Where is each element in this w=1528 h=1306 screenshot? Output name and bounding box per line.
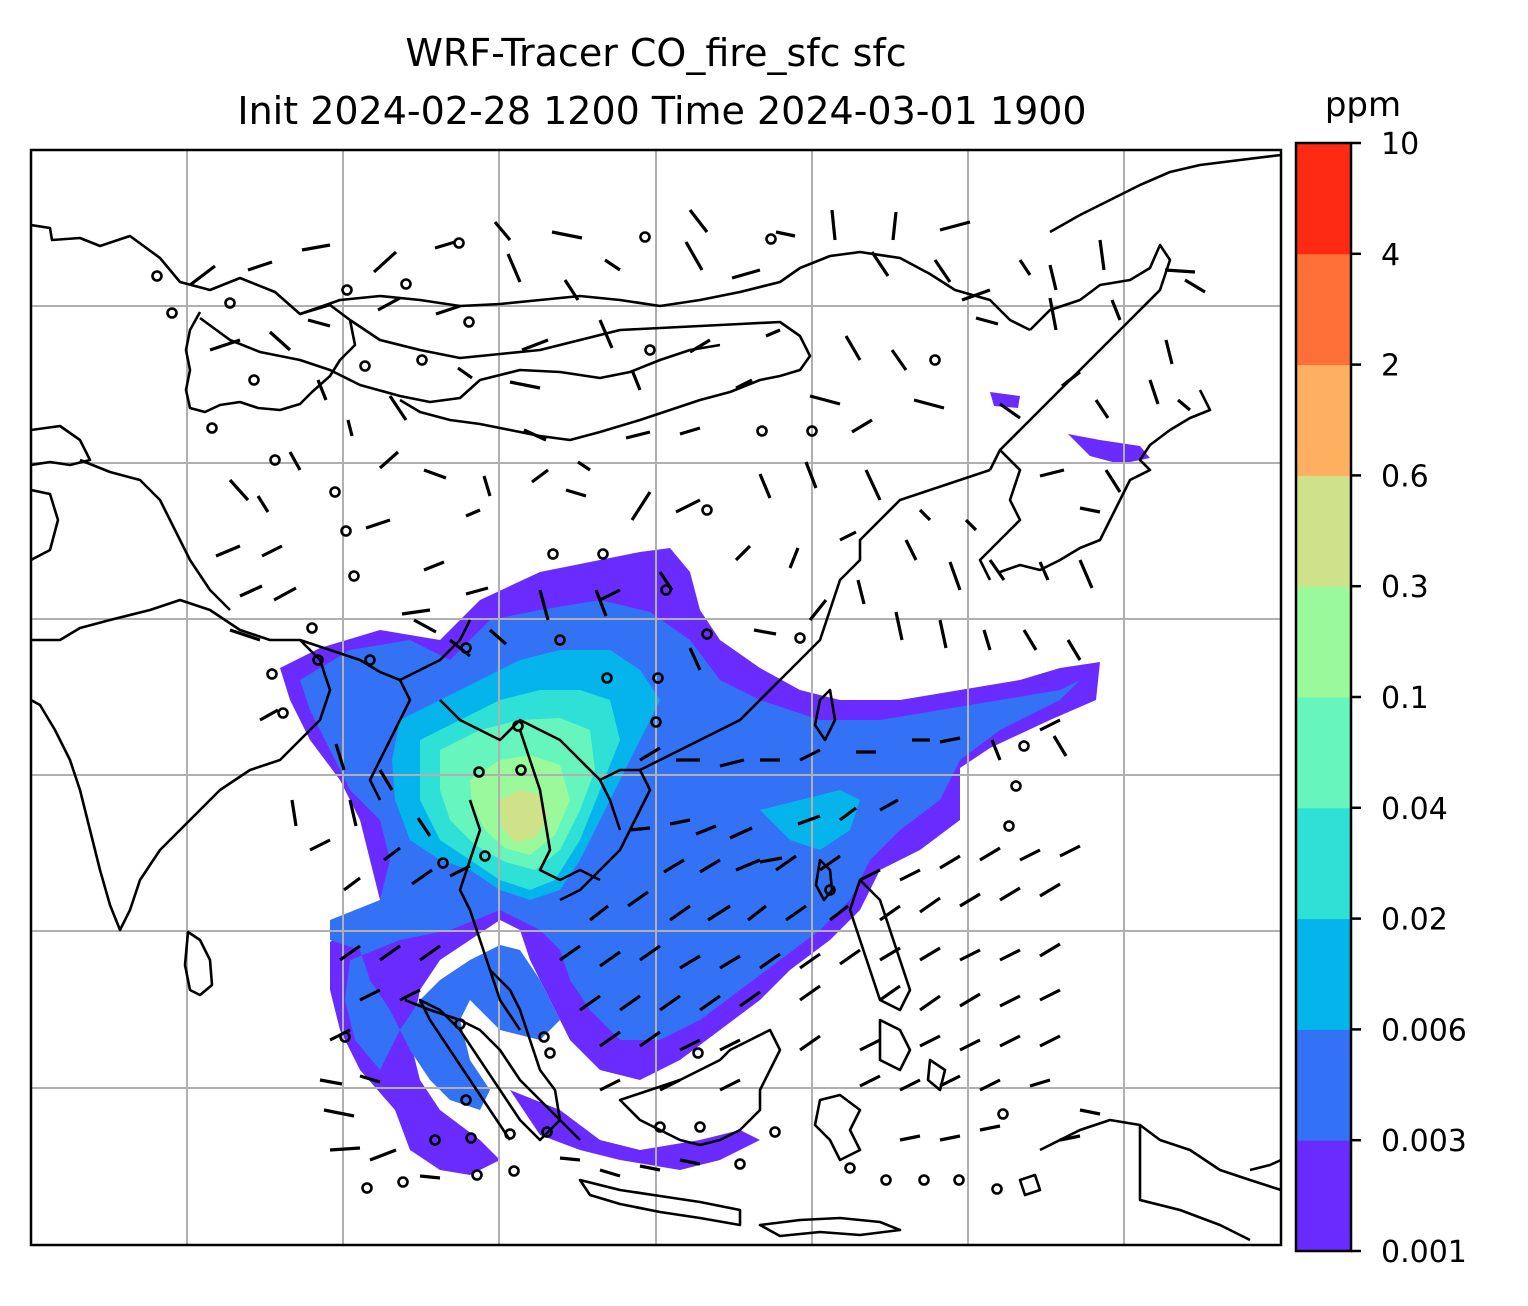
colorbar: ppm 0.001 0.003 0.006 0.02 0.04 0.1 0.3 0.6 2 4 10: [1294, 85, 1467, 1270]
colorbar-swatch: [1296, 807, 1351, 920]
colorbar-swatch: [1296, 1029, 1351, 1141]
colorbar-tick-label: 0.3: [1381, 570, 1429, 605]
colorbar-unit: ppm: [1325, 85, 1401, 125]
colorbar-tick-label: 4: [1381, 238, 1400, 273]
colorbar-tick-label: 0.6: [1381, 459, 1429, 494]
map-title-line-1: WRF-Tracer CO_fire_sfc sfc: [405, 31, 906, 75]
colorbar-swatch: [1296, 1140, 1351, 1252]
colorbar-tick-label: 0.04: [1381, 792, 1448, 827]
colorbar-labels: 0.001 0.003 0.006 0.02 0.04 0.1 0.3 0.6 2 4 10: [1381, 127, 1467, 1270]
colorbar-swatches: [1296, 143, 1351, 1252]
plume-level-03: [500, 790, 548, 842]
colorbar-tick-label: 0.001: [1381, 1235, 1467, 1270]
map-panel: [29, 148, 1283, 1247]
colorbar-tick-label: 0.02: [1381, 903, 1448, 938]
colorbar-tick-label: 0.1: [1381, 681, 1429, 716]
calm-wind-markers: [151, 231, 1030, 1195]
colorbar-tick-label: 0.006: [1381, 1013, 1467, 1048]
plume-level-0001-east: [1068, 434, 1150, 464]
colorbar-tick-label: 2: [1381, 349, 1400, 384]
colorbar-swatch: [1296, 697, 1351, 809]
colorbar-ticks: [1351, 141, 1361, 1253]
colorbar-swatch: [1296, 143, 1351, 255]
colorbar-tick-label: 10: [1381, 127, 1419, 162]
map-title-line-2: Init 2024-02-28 1200 Time 2024-03-01 190…: [237, 89, 1086, 133]
colorbar-swatch: [1296, 364, 1351, 476]
coastlines: [31, 153, 1281, 1242]
plume-level-0001-sumatra: [510, 1090, 760, 1170]
wind-barbs: [189, 209, 1206, 1180]
map-frame: [29, 148, 1283, 1247]
co-concentration-plume: [280, 392, 1150, 1175]
plume-level-0001-north: [990, 392, 1020, 408]
colorbar-swatch: [1296, 918, 1351, 1030]
colorbar-tick-label: 0.003: [1381, 1124, 1467, 1159]
colorbar-swatch: [1296, 253, 1351, 366]
colorbar-swatch: [1296, 475, 1351, 587]
colorbar-swatch: [1296, 586, 1351, 698]
